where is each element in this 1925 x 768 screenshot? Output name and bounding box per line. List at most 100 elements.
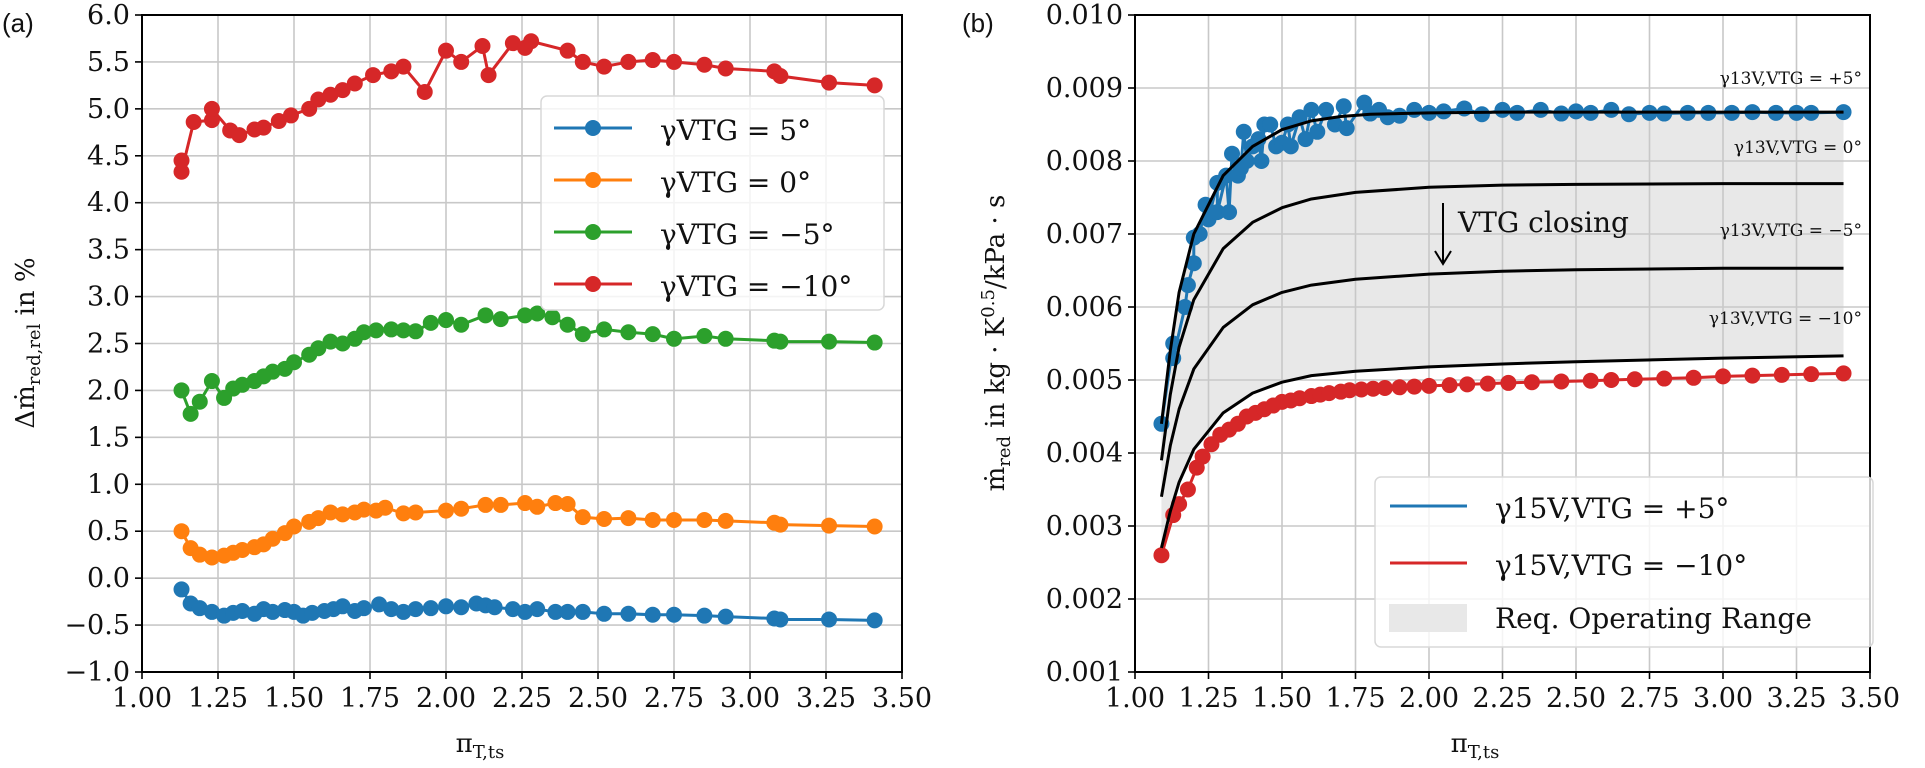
model-curve	[1159, 110, 1844, 424]
data-point	[407, 323, 424, 340]
data-point	[286, 518, 302, 535]
data-point	[173, 523, 190, 540]
data-point	[620, 324, 637, 341]
data-point	[234, 541, 251, 558]
data-point	[1341, 382, 1358, 399]
panel-b-model-curves	[1159, 110, 1844, 549]
data-point	[644, 511, 661, 528]
data-point	[1185, 255, 1202, 272]
data-point	[559, 316, 576, 333]
legend-marker	[585, 172, 601, 188]
y-tick-label: −1.0	[64, 657, 130, 688]
series-2	[173, 305, 883, 422]
y-tick-label: 4.5	[87, 141, 130, 172]
data-point	[310, 91, 327, 108]
data-point	[191, 393, 208, 410]
data-point	[407, 601, 424, 618]
data-point	[453, 53, 470, 70]
data-point	[523, 33, 540, 50]
model-curve	[1160, 354, 1844, 549]
data-point	[1441, 377, 1458, 394]
data-point	[477, 307, 494, 324]
data-point	[182, 405, 199, 422]
data-point	[286, 354, 302, 371]
data-point	[644, 326, 661, 343]
data-point	[173, 581, 190, 598]
data-point	[696, 607, 713, 624]
data-point	[1421, 377, 1437, 394]
panel-b-legend-box	[1374, 476, 1874, 648]
data-point	[620, 605, 637, 622]
data-point	[346, 75, 363, 92]
data-point	[504, 601, 521, 618]
panel-a: (a) 1.00 1.25 1.50 1.75 2.00 2.25 2.50 2.75 3.00…	[2, 0, 932, 763]
data-point	[1194, 448, 1211, 465]
panel-a-ticks: 1.00 1.25 1.50 1.75 2.00 2.25 2.50 2.75 3.00 3.25…	[64, 0, 932, 714]
data-point	[772, 68, 789, 85]
data-point	[1262, 116, 1279, 133]
data-point	[334, 598, 351, 615]
data-point	[191, 600, 208, 617]
data-point	[620, 53, 637, 70]
series-0	[173, 581, 883, 629]
data-point	[517, 603, 534, 620]
data-point	[322, 86, 339, 103]
data-point	[438, 42, 454, 59]
x-tick-label: 2.00	[1399, 683, 1459, 714]
data-point	[203, 373, 220, 390]
data-point	[1303, 101, 1320, 118]
data-point	[1473, 106, 1490, 123]
y-tick-label: 0.5	[87, 516, 130, 547]
data-point	[477, 496, 494, 513]
panel-b-label: (b)	[962, 8, 994, 38]
data-point	[322, 504, 339, 521]
x-tick-label: 2.25	[492, 683, 552, 714]
data-point	[1365, 380, 1382, 397]
data-point	[492, 496, 509, 513]
series-0	[1153, 94, 1852, 432]
data-point	[486, 599, 503, 616]
data-point	[492, 311, 509, 328]
data-point	[772, 333, 789, 350]
data-point	[1391, 379, 1408, 396]
data-point	[866, 334, 883, 351]
x-tick-label: 1.50	[1252, 683, 1312, 714]
x-tick-label: 3.50	[1840, 683, 1900, 714]
panel-a-ylabel: Δṁred,rel in %	[11, 257, 45, 428]
data-point	[310, 510, 327, 527]
y-tick-label: 0.001	[1046, 657, 1123, 688]
data-point	[264, 530, 281, 547]
x-tick-label: 3.00	[1693, 683, 1753, 714]
data-point	[1553, 373, 1570, 390]
data-point	[1235, 123, 1252, 140]
series-1	[173, 495, 883, 566]
data-point	[547, 495, 564, 512]
data-point	[1282, 138, 1299, 155]
data-point	[1744, 367, 1761, 384]
panel-b: (b) 1.00 1.25 1.50 1.75 2.00 2.25 2.50 2.75 3.00…	[962, 0, 1900, 763]
legend-label: γVTG = −10°	[660, 270, 852, 303]
curve-label-0: γ13V,VTG = 0°	[1734, 138, 1862, 158]
data-point	[1238, 153, 1255, 169]
y-tick-label: 3.0	[87, 282, 130, 313]
data-point	[203, 112, 220, 129]
data-point	[1494, 101, 1511, 118]
data-point	[355, 501, 372, 518]
data-point	[270, 113, 287, 130]
data-point	[1318, 101, 1335, 118]
data-point	[231, 127, 248, 144]
data-point	[355, 324, 372, 341]
x-tick-label: 3.25	[1766, 683, 1826, 714]
x-tick-label: 2.75	[1619, 683, 1679, 714]
x-tick-label: 1.25	[1178, 683, 1238, 714]
data-point	[255, 119, 272, 136]
panel-b-data	[1153, 94, 1852, 564]
data-point	[395, 58, 412, 75]
data-point	[474, 37, 491, 54]
x-tick-label: 1.00	[1105, 683, 1165, 714]
data-point	[1523, 374, 1540, 391]
data-point	[173, 163, 190, 180]
legend-label: γVTG = −5°	[660, 218, 835, 251]
legend-label: γVTG = 5°	[660, 114, 811, 147]
data-point	[772, 516, 789, 533]
